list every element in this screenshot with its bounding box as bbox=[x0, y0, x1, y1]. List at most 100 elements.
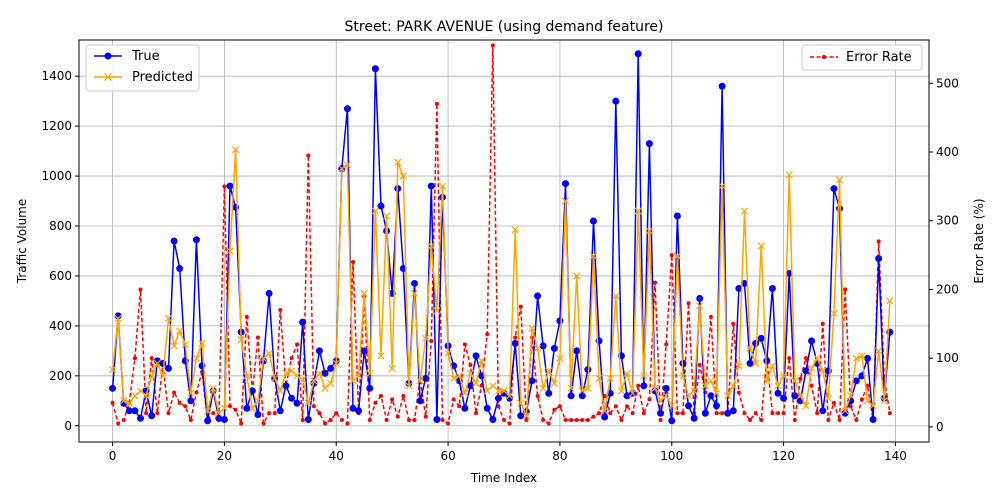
chart-title: Street: PARK AVENUE (using demand featur… bbox=[345, 19, 664, 35]
data-point-true bbox=[746, 359, 754, 367]
data-point-predicted bbox=[159, 372, 167, 380]
data-point-predicted bbox=[718, 182, 726, 190]
data-point-predicted bbox=[427, 242, 435, 250]
series-line-predicted bbox=[111, 149, 891, 417]
data-point-predicted bbox=[875, 347, 883, 355]
data-point-true bbox=[869, 416, 877, 424]
series-predicted bbox=[108, 146, 894, 420]
data-point-error-rate bbox=[876, 239, 881, 244]
data-point-error-rate bbox=[552, 407, 557, 412]
data-point-true bbox=[791, 392, 799, 400]
data-point-true bbox=[494, 394, 502, 402]
data-point-predicted bbox=[522, 412, 530, 420]
data-point-predicted bbox=[366, 369, 374, 377]
data-point-error-rate bbox=[809, 383, 814, 388]
y-left-tick-label: 400 bbox=[49, 319, 72, 333]
data-point-true bbox=[506, 394, 514, 402]
data-point-predicted bbox=[343, 161, 352, 169]
data-point-predicted bbox=[830, 309, 838, 318]
data-point-error-rate bbox=[720, 411, 725, 416]
data-point-true bbox=[349, 404, 357, 412]
data-point-error-rate bbox=[351, 259, 356, 264]
data-point-predicted bbox=[696, 302, 704, 310]
data-point-predicted bbox=[505, 392, 514, 400]
y-right-tick-label: 500 bbox=[936, 76, 959, 90]
y-left-tick-label: 1000 bbox=[41, 169, 72, 183]
data-point-true bbox=[137, 414, 145, 422]
data-point-predicted bbox=[729, 382, 737, 390]
data-point-predicted bbox=[220, 404, 229, 412]
data-point-true bbox=[411, 279, 419, 287]
data-point-error-rate bbox=[826, 418, 831, 423]
data-point-error-rate bbox=[345, 421, 350, 426]
data-point-error-rate bbox=[423, 414, 428, 419]
data-point-error-rate bbox=[608, 411, 613, 416]
data-point-predicted bbox=[712, 389, 721, 397]
data-point-predicted bbox=[237, 336, 245, 344]
data-point-error-rate bbox=[468, 363, 473, 368]
x-tick-label: 60 bbox=[440, 449, 455, 463]
data-point-true bbox=[304, 416, 312, 424]
data-point-predicted bbox=[757, 242, 765, 250]
data-point-error-rate bbox=[138, 287, 143, 292]
data-point-predicted bbox=[120, 397, 128, 405]
data-point-error-rate bbox=[272, 411, 277, 416]
data-point-true bbox=[601, 413, 609, 421]
data-point-predicted bbox=[187, 389, 195, 397]
series-layer bbox=[108, 43, 894, 426]
data-point-error-rate bbox=[378, 393, 383, 398]
data-point-predicted bbox=[209, 384, 217, 392]
x-tick-label: 0 bbox=[109, 449, 117, 463]
data-point-true bbox=[685, 402, 693, 410]
data-point-true bbox=[567, 392, 575, 400]
data-point-error-rate bbox=[194, 390, 199, 395]
data-point-predicted bbox=[388, 364, 396, 372]
data-point-error-rate bbox=[121, 418, 126, 423]
data-point-true bbox=[192, 236, 200, 244]
data-point-true bbox=[673, 212, 681, 220]
data-point-error-rate bbox=[367, 418, 372, 423]
data-point-error-rate bbox=[597, 411, 602, 416]
data-point-true bbox=[125, 407, 133, 415]
y-axis-right: 0 100 200 300 400 500 bbox=[929, 76, 959, 434]
data-point-predicted bbox=[176, 327, 184, 335]
data-point-error-rate bbox=[222, 184, 227, 189]
data-point-error-rate bbox=[748, 418, 753, 423]
data-point-predicted bbox=[478, 357, 486, 365]
data-point-true bbox=[321, 369, 329, 377]
data-point-true bbox=[645, 140, 653, 148]
data-point-error-rate bbox=[647, 397, 652, 402]
data-point-error-rate bbox=[524, 418, 529, 423]
data-point-predicted bbox=[327, 379, 335, 387]
data-point-true bbox=[735, 284, 743, 292]
data-point-predicted bbox=[779, 372, 788, 380]
data-point-predicted bbox=[293, 372, 301, 380]
data-point-predicted bbox=[181, 340, 189, 349]
y-left-tick-label: 200 bbox=[49, 369, 72, 383]
data-point-predicted bbox=[606, 374, 614, 382]
data-point-true bbox=[640, 382, 648, 390]
data-point-error-rate bbox=[658, 418, 663, 423]
data-point-predicted bbox=[466, 369, 475, 377]
x-axis-label: Time Index bbox=[470, 471, 537, 485]
data-point-error-rate bbox=[255, 335, 260, 340]
data-point-predicted bbox=[382, 212, 391, 220]
data-point-true bbox=[461, 404, 469, 412]
data-point-predicted bbox=[528, 324, 536, 333]
data-point-error-rate bbox=[132, 356, 137, 361]
data-point-error-rate bbox=[792, 418, 797, 423]
data-point-predicted bbox=[785, 171, 793, 179]
data-point-predicted bbox=[668, 402, 676, 410]
data-point-predicted bbox=[299, 375, 307, 384]
data-point-predicted bbox=[573, 272, 581, 280]
data-point-true bbox=[696, 294, 704, 302]
data-point-true bbox=[841, 409, 849, 417]
data-point-predicted bbox=[394, 158, 402, 166]
data-point-error-rate bbox=[110, 400, 115, 405]
y-axis-right-label: Error Rate (%) bbox=[972, 198, 986, 283]
data-point-error-rate bbox=[591, 414, 596, 419]
data-point-true bbox=[170, 237, 178, 245]
data-point-predicted bbox=[802, 402, 810, 410]
data-point-true bbox=[187, 397, 195, 405]
data-point-true bbox=[550, 344, 558, 352]
